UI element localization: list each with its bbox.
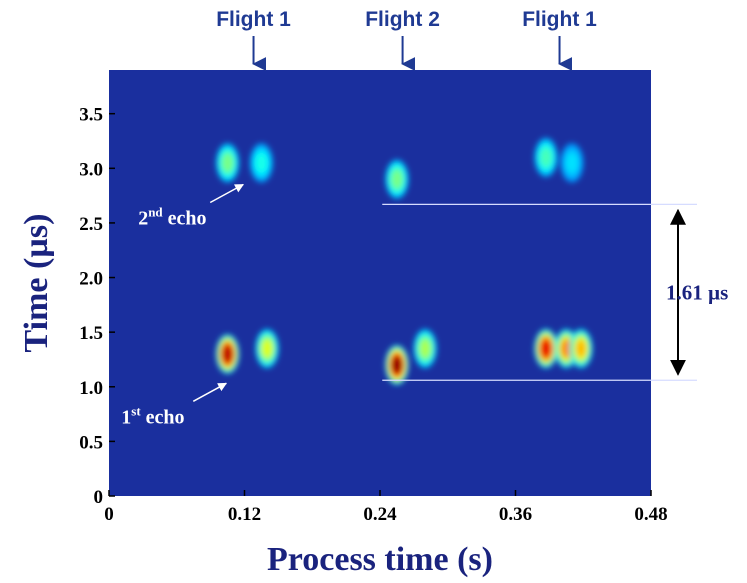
reference-lines: [382, 203, 697, 381]
y-tick-label: 0.5: [79, 432, 103, 453]
echo-annotations: 2nd echo 1st echo: [121, 183, 244, 428]
heat-blob: [566, 154, 578, 172]
heatmap-blobs: [215, 137, 593, 385]
heat-blob: [391, 170, 403, 189]
y-tick-label: 1.0: [79, 378, 103, 399]
x-tick-label: 0.48: [634, 504, 667, 525]
flight-label: Flight 2: [365, 8, 440, 31]
heat-blob: [222, 154, 233, 172]
heat-blob: [575, 339, 587, 358]
x-tick-label: 0: [104, 504, 114, 525]
heat-blob: [391, 356, 403, 374]
y-axis-title: Time (µs): [18, 214, 55, 353]
echo-arrow: [209, 183, 244, 204]
x-axis-title: Process time (s): [267, 541, 493, 578]
heat-blob: [540, 339, 552, 358]
heat-blob: [419, 339, 431, 358]
measurement-label: 1.61 µs: [666, 280, 728, 304]
y-tick-label: 1.5: [79, 323, 103, 344]
y-tick-label: 3.5: [79, 105, 103, 126]
heat-blob: [561, 339, 572, 358]
y-tick-label: 2.5: [79, 214, 103, 235]
x-tick-label: 0.12: [228, 504, 261, 525]
echo-arrow: [192, 382, 228, 402]
flight-label: Flight 1: [522, 8, 597, 31]
x-axis-ticks: 0 0.12 0.24 0.36 0.48: [104, 490, 668, 525]
heat-blob: [540, 148, 552, 167]
y-axis-ticks: 0 0.5 1.0 1.5 2.0 2.5 3.0 3.5: [79, 105, 115, 508]
echo-label: 1st echo: [121, 403, 184, 428]
x-tick-label: 0.24: [363, 504, 397, 525]
flight-markers: Flight 1 Flight 2 Flight 1: [216, 8, 597, 71]
measurement-annotation: 1.61 µs: [666, 208, 728, 376]
flight-label: Flight 1: [216, 8, 291, 31]
x-tick-label: 0.36: [499, 504, 532, 525]
y-tick-label: 2.0: [79, 269, 103, 290]
heat-blob: [261, 339, 273, 358]
y-tick-label: 0: [94, 487, 104, 508]
plot-background: [109, 70, 651, 496]
heat-blob: [256, 154, 267, 172]
y-tick-label: 3.0: [79, 159, 103, 180]
echo-label: 2nd echo: [138, 205, 206, 230]
heat-blob: [222, 345, 233, 363]
